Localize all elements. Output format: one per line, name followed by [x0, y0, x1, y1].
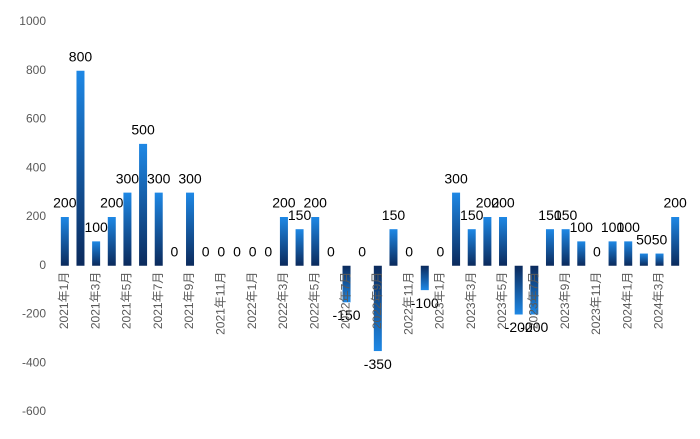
x-tick-label: 2022年3月	[276, 272, 290, 329]
data-label: 200	[491, 195, 515, 211]
data-label: 0	[593, 243, 601, 259]
bar	[186, 192, 195, 266]
data-label: 300	[116, 170, 140, 186]
bar	[483, 217, 492, 266]
data-label: 200	[476, 195, 500, 211]
data-label: -150	[333, 307, 361, 323]
bar	[577, 241, 586, 266]
x-tick-label: 2023年1月	[433, 272, 447, 329]
bar	[342, 265, 351, 303]
data-label: 0	[233, 243, 241, 259]
data-label: -200	[505, 319, 533, 335]
data-label: 0	[437, 243, 445, 259]
data-label: 0	[264, 243, 272, 259]
y-tick-label: 200	[26, 209, 46, 223]
y-tick-label: -200	[22, 307, 46, 321]
data-label: 150	[554, 207, 578, 223]
x-tick-label: 2022年9月	[370, 272, 384, 329]
y-tick-label: 800	[26, 63, 46, 77]
bar	[530, 265, 539, 315]
data-label: 0	[202, 243, 210, 259]
data-label: 800	[69, 48, 93, 64]
bar	[311, 217, 320, 266]
bar	[295, 229, 304, 266]
bar	[639, 253, 648, 266]
bar	[154, 192, 163, 266]
data-label: 200	[53, 195, 77, 211]
data-label: 300	[444, 170, 468, 186]
x-tick-label: 2023年11月	[589, 272, 603, 335]
data-label: 50	[652, 231, 668, 247]
x-tick-label: 2021年7月	[151, 272, 165, 329]
bar	[139, 143, 148, 266]
bar	[76, 70, 85, 266]
x-tick-label: 2022年11月	[401, 272, 415, 335]
data-label: 200	[272, 195, 296, 211]
bar	[452, 192, 461, 266]
bar	[561, 229, 570, 266]
data-label: -100	[411, 295, 439, 311]
bar	[671, 217, 680, 266]
bar	[624, 241, 633, 266]
data-label: 50	[636, 231, 652, 247]
y-tick-label: 0	[39, 258, 46, 272]
y-tick-label: 600	[26, 112, 46, 126]
x-tick-label: 2021年11月	[213, 272, 227, 335]
data-label: 100	[601, 219, 625, 235]
y-tick-label: -600	[22, 404, 46, 418]
y-tick-label: -400	[22, 355, 46, 369]
x-tick-label: 2023年9月	[558, 272, 572, 329]
data-label: 100	[84, 219, 108, 235]
bar	[420, 265, 429, 291]
data-label: 0	[327, 243, 335, 259]
bar	[60, 217, 69, 266]
data-label: 0	[217, 243, 225, 259]
x-tick-label: 2021年3月	[88, 272, 102, 329]
x-tick-label: 2022年7月	[339, 272, 353, 329]
data-label: 200	[100, 195, 124, 211]
data-label: 100	[570, 219, 594, 235]
data-label: 100	[617, 219, 641, 235]
bar	[279, 217, 288, 266]
bar	[655, 253, 664, 266]
bar	[514, 265, 523, 315]
bar	[499, 217, 508, 266]
data-label: -350	[364, 356, 392, 372]
data-label: 0	[170, 243, 178, 259]
bar	[92, 241, 101, 266]
data-label: 200	[663, 195, 687, 211]
x-tick-label: 2021年5月	[120, 272, 134, 329]
x-tick-label: 2023年5月	[495, 272, 509, 329]
data-label: 150	[288, 207, 312, 223]
y-tick-label: 400	[26, 160, 46, 174]
data-label: 0	[405, 243, 413, 259]
x-tick-label: 2022年5月	[307, 272, 321, 329]
bar	[467, 229, 476, 266]
data-label: 150	[382, 207, 406, 223]
data-label: 300	[178, 170, 202, 186]
x-tick-label: 2021年1月	[57, 272, 71, 329]
x-tick-label: 2022年1月	[245, 272, 259, 329]
bar	[123, 192, 132, 266]
data-label: 150	[538, 207, 562, 223]
bar	[389, 229, 398, 266]
data-label: -200	[520, 319, 548, 335]
data-label: 500	[131, 122, 155, 138]
bar	[545, 229, 554, 266]
bar	[608, 241, 617, 266]
data-label: 0	[249, 243, 257, 259]
x-tick-label: 2023年3月	[464, 272, 478, 329]
x-tick-label: 2021年9月	[182, 272, 196, 329]
data-label: 150	[460, 207, 484, 223]
bar	[373, 265, 382, 352]
data-label: 300	[147, 170, 171, 186]
x-tick-label: 2023年7月	[526, 272, 540, 329]
x-tick-label: 2024年1月	[620, 272, 634, 329]
data-label: 200	[304, 195, 328, 211]
data-label: 0	[358, 243, 366, 259]
bar	[107, 217, 116, 266]
y-tick-label: 1000	[19, 14, 46, 28]
x-tick-label: 2024年3月	[652, 272, 666, 329]
